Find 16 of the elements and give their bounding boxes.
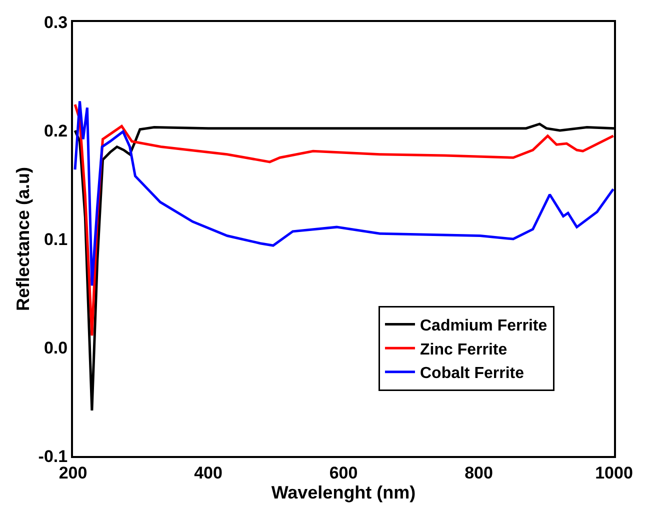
legend-label: Cobalt Ferrite: [420, 365, 524, 382]
y-axis-title: Reflectance (a.u): [13, 166, 34, 312]
x-axis-title: Wavelenght (nm): [271, 482, 416, 502]
x-tick-label: 800: [464, 463, 493, 482]
y-tick-label: -0.1: [38, 446, 68, 466]
y-tick-label: 0.2: [44, 121, 68, 140]
legend-label: Cadmium Ferrite: [420, 318, 548, 335]
line-series: [74, 100, 614, 287]
x-tick-label: 600: [329, 463, 358, 482]
y-tick-label: 0.0: [44, 338, 68, 358]
y-tick-label: 0.3: [44, 12, 68, 32]
y-tick-label: 0.1: [44, 230, 68, 249]
legend-label: Zinc Ferrite: [420, 341, 508, 358]
x-tick-label: 400: [194, 463, 222, 482]
x-tick-label: 200: [58, 463, 88, 482]
x-tick-label: 1000: [595, 463, 633, 482]
